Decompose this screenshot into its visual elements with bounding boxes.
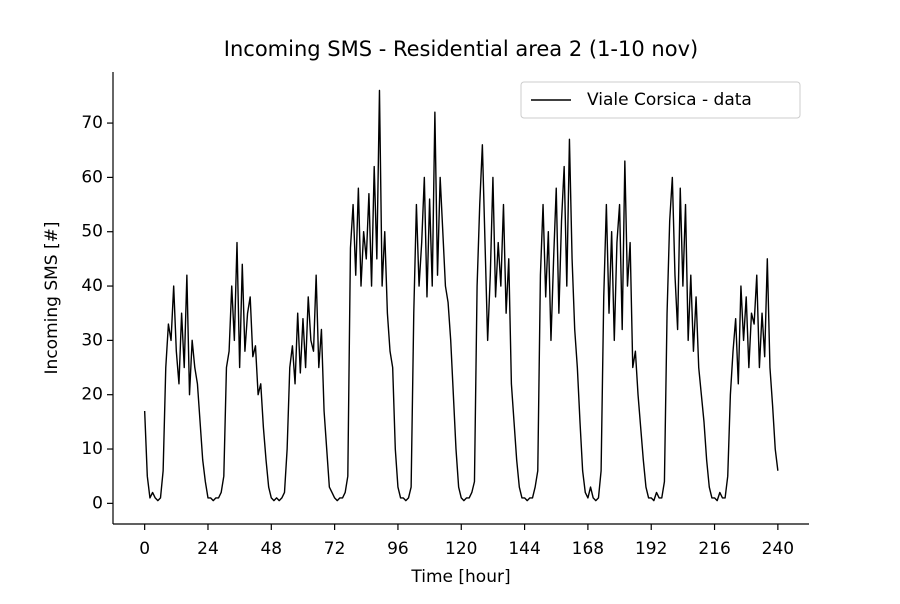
x-tick-label: 120 bbox=[445, 539, 477, 559]
y-tick-label: 20 bbox=[81, 385, 103, 405]
legend-box bbox=[520, 81, 801, 119]
x-tick-label: 192 bbox=[635, 539, 667, 559]
x-tick-label: 48 bbox=[260, 539, 282, 559]
y-tick-label: 10 bbox=[81, 439, 103, 459]
x-tick-label: 24 bbox=[197, 539, 219, 559]
y-tick-label: 0 bbox=[92, 493, 103, 513]
y-tick-label: 70 bbox=[81, 113, 103, 133]
x-tick-label: 0 bbox=[139, 539, 150, 559]
legend-label: Viale Corsica - data bbox=[587, 90, 752, 110]
y-axis-label: Incoming SMS [#] bbox=[42, 222, 62, 375]
y-tick-label: 50 bbox=[81, 222, 103, 242]
y-tick-label: 30 bbox=[81, 330, 103, 350]
x-tick-label: 216 bbox=[698, 539, 730, 559]
x-tick-label: 96 bbox=[387, 539, 409, 559]
x-tick-label: 240 bbox=[762, 539, 794, 559]
y-tick-label: 60 bbox=[81, 167, 103, 187]
x-tick-label: 144 bbox=[508, 539, 540, 559]
x-tick-label: 72 bbox=[324, 539, 346, 559]
y-tick-label: 40 bbox=[81, 276, 103, 296]
x-axis-label: Time [hour] bbox=[410, 567, 510, 587]
chart-title: Incoming SMS - Residential area 2 (1-10 … bbox=[224, 37, 698, 61]
x-tick-label: 168 bbox=[572, 539, 604, 559]
data-line bbox=[143, 89, 779, 502]
